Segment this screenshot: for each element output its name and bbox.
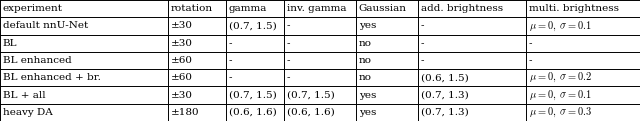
Text: -: - — [287, 73, 290, 82]
Text: yes: yes — [358, 91, 376, 100]
Text: -: - — [529, 39, 532, 48]
Text: -: - — [287, 56, 290, 65]
Text: (0.7, 1.5): (0.7, 1.5) — [228, 91, 276, 100]
Text: BL: BL — [3, 39, 17, 48]
Text: ±60: ±60 — [170, 56, 193, 65]
Text: BL enhanced + br.: BL enhanced + br. — [3, 73, 100, 82]
Text: gamma: gamma — [228, 4, 267, 13]
Text: -: - — [228, 73, 232, 82]
Text: yes: yes — [358, 21, 376, 30]
Text: (0.7, 1.3): (0.7, 1.3) — [420, 108, 468, 117]
Text: inv. gamma: inv. gamma — [287, 4, 346, 13]
Text: no: no — [358, 73, 372, 82]
Text: -: - — [420, 56, 424, 65]
Text: add. brightness: add. brightness — [420, 4, 502, 13]
Text: -: - — [228, 56, 232, 65]
Text: ±60: ±60 — [170, 73, 193, 82]
Text: (0.7, 1.3): (0.7, 1.3) — [420, 91, 468, 100]
Text: multi. brightness: multi. brightness — [529, 4, 619, 13]
Text: no: no — [358, 56, 372, 65]
Text: (0.7, 1.5): (0.7, 1.5) — [287, 91, 334, 100]
Text: -: - — [287, 21, 290, 30]
Text: -: - — [420, 39, 424, 48]
Text: (0.6, 1.6): (0.6, 1.6) — [228, 108, 276, 117]
Text: Gaussian: Gaussian — [358, 4, 406, 13]
Text: $\mu = 0,\ \sigma = 0.1$: $\mu = 0,\ \sigma = 0.1$ — [529, 88, 592, 102]
Text: ±30: ±30 — [170, 21, 193, 30]
Text: -: - — [529, 56, 532, 65]
Text: ±30: ±30 — [170, 91, 193, 100]
Text: yes: yes — [358, 108, 376, 117]
Text: $\mu = 0,\ \sigma = 0.2$: $\mu = 0,\ \sigma = 0.2$ — [529, 71, 592, 84]
Text: no: no — [358, 39, 372, 48]
Text: $\mu = 0,\ \sigma = 0.1$: $\mu = 0,\ \sigma = 0.1$ — [529, 19, 592, 33]
Text: heavy DA: heavy DA — [3, 108, 52, 117]
Text: $\mu = 0,\ \sigma = 0.3$: $\mu = 0,\ \sigma = 0.3$ — [529, 106, 592, 119]
Text: (0.7, 1.5): (0.7, 1.5) — [228, 21, 276, 30]
Text: (0.6, 1.6): (0.6, 1.6) — [287, 108, 334, 117]
Text: ±180: ±180 — [170, 108, 199, 117]
Text: (0.6, 1.5): (0.6, 1.5) — [420, 73, 468, 82]
Text: -: - — [228, 39, 232, 48]
Text: default nnU-Net: default nnU-Net — [3, 21, 88, 30]
Text: rotation: rotation — [170, 4, 212, 13]
Text: BL + all: BL + all — [3, 91, 45, 100]
Text: experiment: experiment — [3, 4, 63, 13]
Text: -: - — [287, 39, 290, 48]
Text: BL enhanced: BL enhanced — [3, 56, 71, 65]
Text: -: - — [420, 21, 424, 30]
Text: ±30: ±30 — [170, 39, 193, 48]
